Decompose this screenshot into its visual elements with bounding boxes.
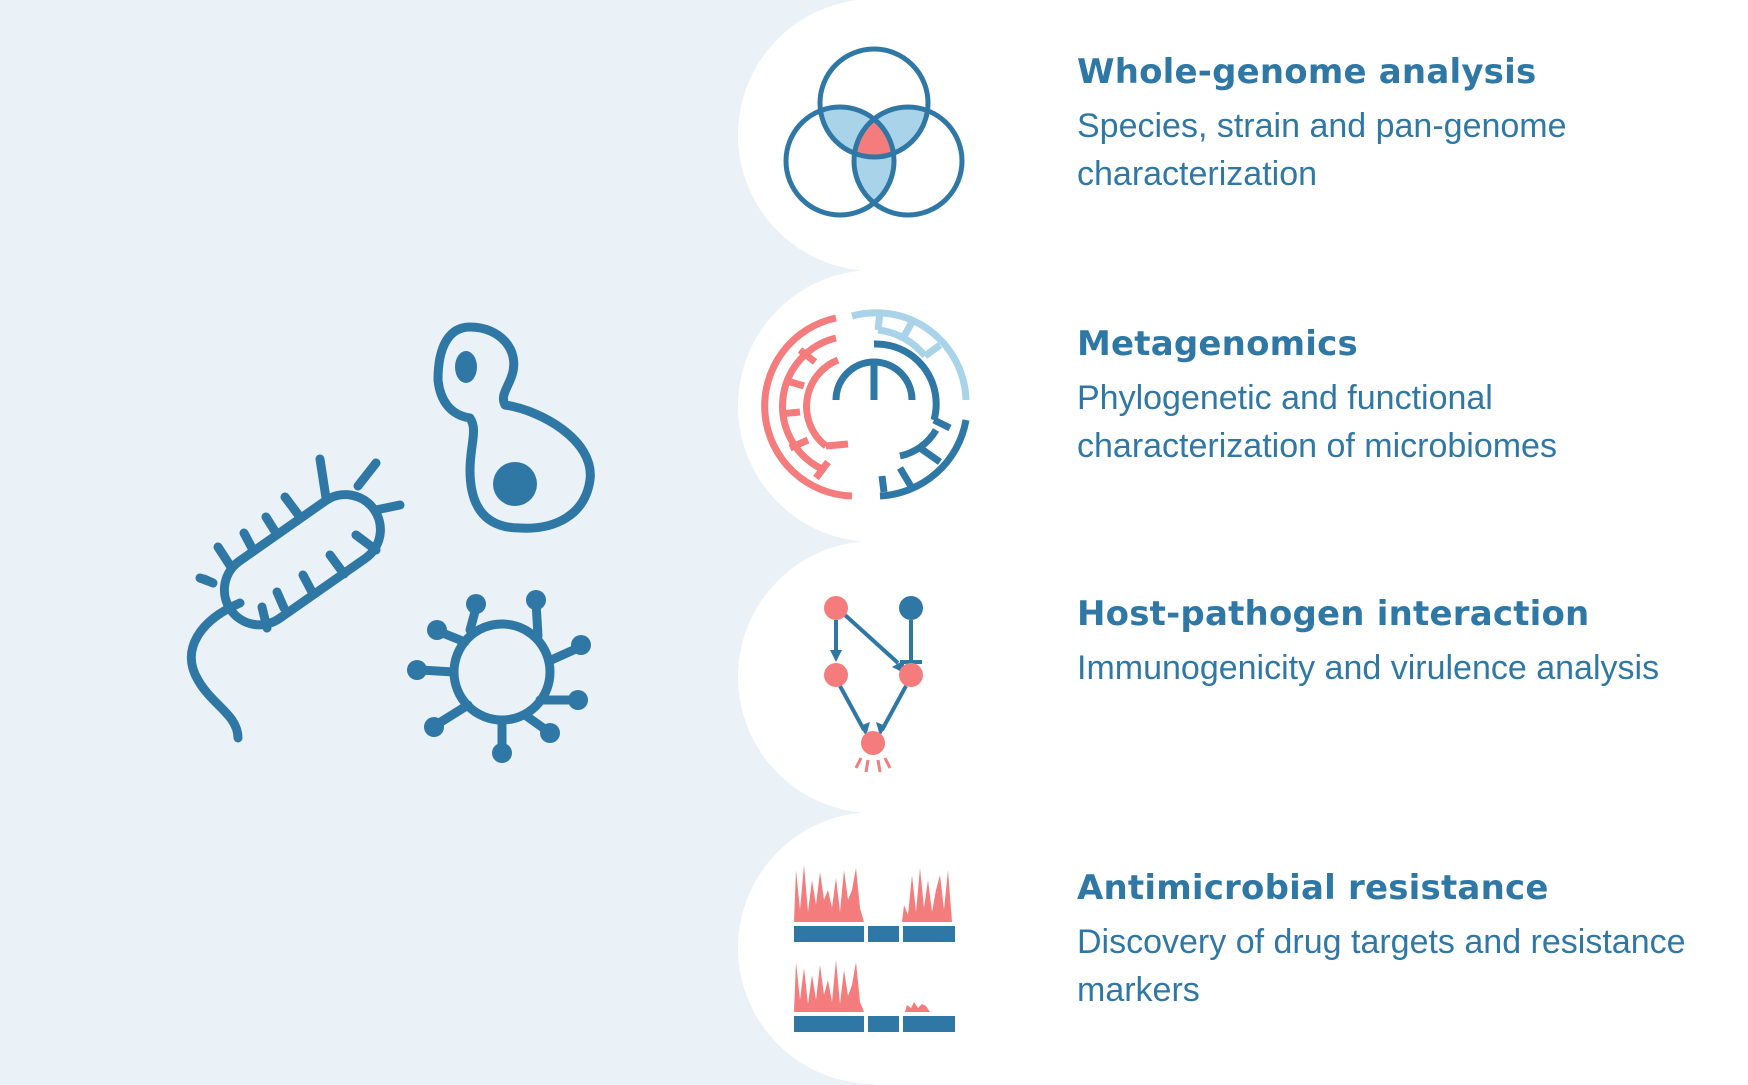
venn-diagram-icon bbox=[783, 46, 965, 218]
service-description: Phylogenetic and functional characteriza… bbox=[1077, 379, 1557, 465]
service-title: Antimicrobial resistance bbox=[1077, 868, 1549, 908]
yeast-nucleus-icon bbox=[493, 462, 537, 506]
interaction-network-icon bbox=[824, 596, 923, 773]
service-description: Discovery of drug targets and resistance… bbox=[1077, 923, 1686, 1009]
service-metagenomics: Metagenomics Phylogenetic and functional… bbox=[1077, 324, 1717, 470]
service-title: Metagenomics bbox=[1077, 324, 1358, 364]
virus-spikes bbox=[407, 590, 591, 763]
service-whole-genome: Whole-genome analysis Species, strain an… bbox=[1077, 52, 1717, 198]
coverage-plot-icon bbox=[794, 865, 955, 1032]
circular-phylogeny-icon bbox=[761, 309, 970, 500]
yeast-cell-icon bbox=[433, 322, 595, 533]
service-description: Immunogenicity and virulence analysis bbox=[1077, 649, 1660, 687]
service-antimicrobial: Antimicrobial resistance Discovery of dr… bbox=[1077, 868, 1717, 1014]
service-title: Whole-genome analysis bbox=[1077, 52, 1537, 92]
service-description: Species, strain and pan-genome character… bbox=[1077, 107, 1567, 193]
service-host-pathogen: Host-pathogen interaction Immunogenicity… bbox=[1077, 594, 1717, 692]
bacterium-icon bbox=[186, 454, 405, 743]
yeast-vacuole-icon bbox=[455, 351, 477, 383]
service-title: Host-pathogen interaction bbox=[1077, 594, 1590, 634]
